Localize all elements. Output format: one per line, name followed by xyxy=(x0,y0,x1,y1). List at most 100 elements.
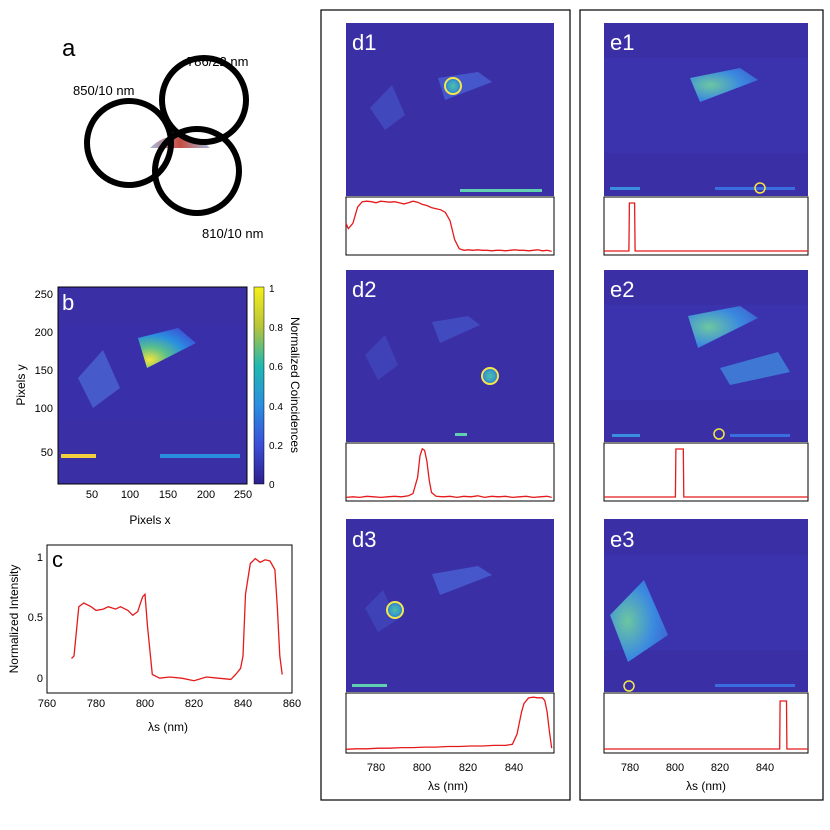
e-xtick: 780 xyxy=(621,762,639,774)
subpanel-d2: d2 xyxy=(345,270,555,502)
c-ytick: 0.5 xyxy=(28,612,43,624)
filter-label-810: 810/10 nm xyxy=(202,226,263,241)
e-xlabel: λs (nm) xyxy=(686,779,726,793)
d3-spectrum xyxy=(345,696,553,750)
e-xtick: 820 xyxy=(711,762,729,774)
panel-letter-d2: d2 xyxy=(352,277,376,302)
e2-spot-bottom xyxy=(720,352,790,385)
d-xtick: 840 xyxy=(505,762,523,774)
b-ytick: 200 xyxy=(35,327,53,339)
c-xtick: 780 xyxy=(87,698,105,710)
e1-spot xyxy=(690,68,758,102)
column-d: d1 d2 d3 780 800 xyxy=(320,9,571,801)
e-xtick: 840 xyxy=(756,762,774,774)
b-xtick: 150 xyxy=(159,489,177,501)
d2-series-line xyxy=(345,447,552,499)
b-cbar-tick: 0 xyxy=(269,480,275,491)
e1-stripe-left xyxy=(610,187,640,190)
e-column-frame xyxy=(579,9,824,801)
subpanel-e3: e3 xyxy=(603,519,809,754)
panel-letter-d3: d3 xyxy=(352,527,376,552)
e2-stripe-left xyxy=(612,434,640,437)
c-plot-area xyxy=(71,557,283,682)
panel-letter-d1: d1 xyxy=(352,30,376,55)
panel-letter-b: b xyxy=(62,290,74,315)
e2-spectrum-frame xyxy=(603,442,809,502)
d3-spot-left xyxy=(365,590,397,632)
b-axes-frame xyxy=(57,286,248,485)
b-xtick: 200 xyxy=(197,489,215,501)
subpanel-e1: e1 xyxy=(603,23,809,256)
d2-spectrum-frame xyxy=(345,442,555,502)
b-xtick: 250 xyxy=(234,489,252,501)
panel-letter-e2: e2 xyxy=(610,277,634,302)
b-xlabel: Pixels x xyxy=(129,513,170,527)
d3-selection-marker xyxy=(386,601,404,619)
d-column-frame xyxy=(320,9,571,801)
panel-letter-e3: e3 xyxy=(610,527,634,552)
c-axes-frame xyxy=(46,544,293,694)
b-ytick: 150 xyxy=(35,365,53,377)
b-ytick: 250 xyxy=(35,289,53,301)
d-xtick: 800 xyxy=(413,762,431,774)
panel-letter-a: a xyxy=(62,35,76,62)
b-cbar-tick: 0.6 xyxy=(269,362,283,373)
d3-spot-right xyxy=(432,566,492,595)
b-stripe-right xyxy=(160,454,240,458)
filter-ring-786 xyxy=(159,55,249,145)
b-cbar-tick: 0.8 xyxy=(269,323,283,334)
d1-spectrum-frame xyxy=(345,196,555,256)
filter-label-850: 850/10 nm xyxy=(73,83,134,98)
panel-a: a 850/10 nm 786/22 nm 810/10 nm xyxy=(62,35,263,241)
filter-ring-810 xyxy=(152,126,242,216)
panel-b: b 50 100 150 200 250 250 200 150 100 50 … xyxy=(14,284,302,527)
b-cbar-tick: 0.2 xyxy=(269,441,283,452)
e2-stripe-right xyxy=(730,434,790,437)
c-series-line xyxy=(71,557,283,682)
d1-spot-left xyxy=(370,85,405,130)
b-ylabel: Pixels y xyxy=(14,364,28,405)
e3-selection-marker xyxy=(623,680,635,692)
d2-stripe xyxy=(455,433,467,436)
e-xtick: 800 xyxy=(666,762,684,774)
e3-series-line xyxy=(604,700,808,750)
b-stripe-left xyxy=(61,454,96,458)
c-xtick: 800 xyxy=(136,698,154,710)
d3-series-line xyxy=(345,696,553,750)
e2-series-line xyxy=(604,448,808,498)
d3-stripe xyxy=(352,684,387,687)
c-xtick: 760 xyxy=(38,698,56,710)
c-xtick: 840 xyxy=(234,698,252,710)
subpanel-d3: d3 xyxy=(345,519,555,754)
e3-spectrum xyxy=(604,700,808,750)
d2-spot-right xyxy=(432,316,480,343)
b-ytick: 50 xyxy=(41,447,53,459)
c-ytick: 1 xyxy=(37,552,43,564)
d3-spectrum-frame xyxy=(345,692,555,754)
e2-spot-top xyxy=(688,306,758,348)
d-xlabel: λs (nm) xyxy=(428,779,468,793)
e2-spectrum xyxy=(604,448,808,498)
d2-spot-left xyxy=(365,335,398,380)
e1-sensor-region xyxy=(604,58,808,153)
e1-spectrum-frame xyxy=(603,196,809,256)
d2-spectrum xyxy=(345,447,552,499)
b-spot-left xyxy=(78,350,120,408)
b-xtick: 100 xyxy=(121,489,139,501)
c-ytick: 0 xyxy=(37,673,43,685)
e1-series-line xyxy=(604,202,808,252)
c-xtick: 860 xyxy=(283,698,301,710)
b-spot-right xyxy=(138,328,196,368)
d1-stripe xyxy=(460,189,542,192)
e1-spectrum xyxy=(604,202,808,252)
e2-selection-marker xyxy=(713,428,725,440)
panel-letter-c: c xyxy=(52,547,63,572)
e3-stripe-right xyxy=(715,684,795,687)
c-ylabel: Normalized Intensity xyxy=(7,565,21,674)
subpanel-e2: e2 xyxy=(603,270,809,502)
b-colorbar xyxy=(253,286,265,485)
b-ytick: 100 xyxy=(35,403,53,415)
subpanel-d1: d1 xyxy=(345,23,555,256)
e3-spectrum-frame xyxy=(603,692,809,754)
